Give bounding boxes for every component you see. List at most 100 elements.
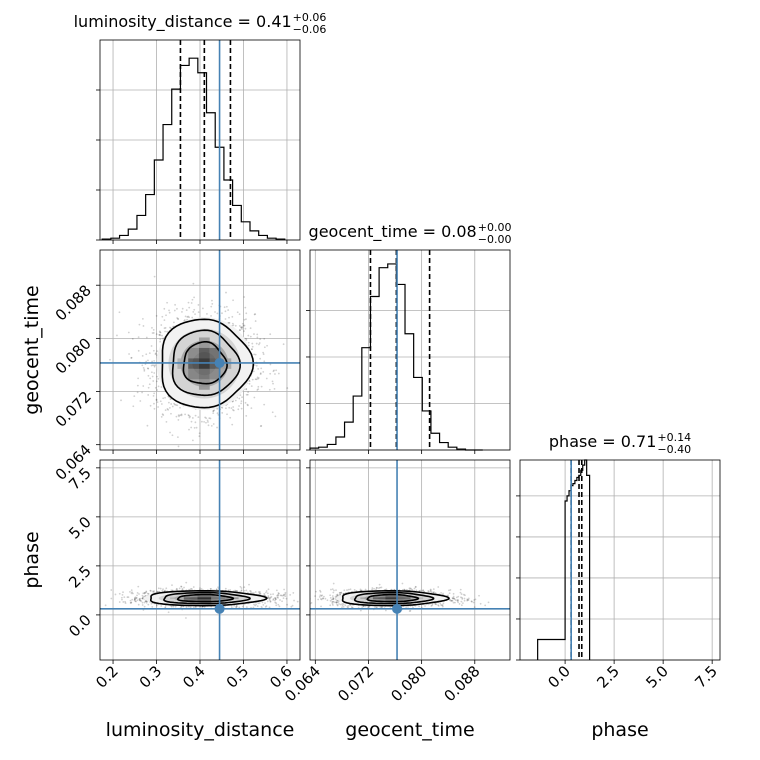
sample-point [273, 388, 276, 390]
sample-point [137, 349, 140, 352]
corner-panels: luminosity_distance = 0.41 +0.06−0.06geoc… [21, 11, 721, 741]
sample-point [277, 603, 280, 606]
sample-point [212, 410, 215, 413]
sample-point [210, 424, 213, 427]
sample-point [131, 591, 133, 594]
sample-point [264, 605, 267, 608]
sample-point [272, 382, 274, 385]
sample-point [118, 592, 121, 595]
sample-point [250, 407, 253, 410]
sample-point [274, 415, 277, 418]
sample-point [159, 340, 162, 343]
sample-point [259, 357, 262, 360]
sample-point [254, 353, 257, 356]
sample-point [253, 603, 255, 606]
sample-point [273, 597, 276, 599]
sample-point [259, 592, 262, 595]
panel-title-plus: +0.00 [478, 221, 512, 234]
sample-point [257, 368, 260, 370]
sample-point [452, 592, 455, 595]
sample-point [160, 324, 163, 326]
sample-point [270, 595, 273, 598]
sample-point [238, 329, 241, 331]
sample-point [238, 397, 241, 400]
panel-content [100, 460, 300, 660]
sample-point [170, 403, 173, 405]
sample-point [243, 589, 246, 592]
sample-point [191, 316, 194, 319]
sample-point [277, 372, 280, 375]
sample-point [237, 408, 240, 411]
sample-point [283, 588, 286, 591]
sample-point [216, 426, 218, 429]
sample-point [189, 606, 192, 609]
sample-point [169, 326, 171, 329]
sample-point [473, 606, 476, 609]
sample-point [194, 606, 197, 609]
sample-point [187, 315, 190, 318]
sample-point [159, 334, 162, 337]
sample-point [249, 335, 252, 338]
sample-point [244, 401, 247, 404]
sample-point [256, 389, 259, 391]
sample-point [437, 586, 440, 588]
sample-point [212, 412, 215, 415]
sample-point [190, 426, 193, 429]
sample-point [279, 594, 282, 597]
sample-point [158, 330, 161, 333]
sample-point [188, 414, 190, 417]
sample-point [169, 327, 172, 330]
sample-point [121, 594, 124, 596]
sample-point [470, 600, 473, 603]
sample-point [284, 591, 287, 594]
sample-point [245, 318, 247, 321]
sample-point [187, 414, 190, 416]
sample-point [131, 337, 134, 340]
sample-point [136, 599, 139, 602]
sample-point [160, 386, 163, 388]
panel-frame [519, 459, 721, 661]
sample-point [292, 589, 294, 591]
sample-point [143, 591, 146, 594]
sample-point [164, 327, 167, 329]
sample-point [257, 591, 260, 593]
sample-point [467, 597, 470, 600]
sample-point [234, 589, 236, 592]
sample-point [231, 315, 234, 318]
sample-point [263, 337, 266, 340]
sample-point [205, 421, 207, 424]
sample-point [164, 589, 167, 592]
sample-point [166, 408, 169, 410]
sample-point [134, 598, 137, 600]
sample-point [277, 592, 280, 594]
sample-point [239, 585, 242, 588]
sample-point [189, 461, 191, 463]
sample-point [260, 385, 263, 388]
sample-point [212, 423, 215, 425]
sample-point [156, 375, 159, 378]
sample-point [221, 412, 224, 414]
sample-point [110, 589, 113, 591]
sample-point [245, 415, 248, 417]
sample-point [139, 400, 142, 402]
sample-point [347, 604, 350, 607]
sample-point [153, 392, 156, 395]
density-block [198, 347, 210, 359]
sample-point [128, 353, 130, 355]
sample-point [265, 590, 268, 592]
sample-point [248, 380, 251, 383]
sample-point [319, 590, 322, 593]
sample-point [170, 605, 173, 608]
panel-title-main: phase = 0.71 [549, 432, 656, 451]
sample-point [245, 339, 248, 341]
sample-point [241, 605, 244, 608]
sample-point [282, 597, 285, 600]
sample-point [267, 596, 270, 599]
sample-point [162, 414, 165, 416]
sample-point [165, 420, 168, 423]
panel-title-minus: −0.00 [478, 233, 512, 246]
sample-point [130, 601, 132, 604]
sample-point [256, 605, 259, 608]
sample-point [141, 317, 144, 320]
sample-point [161, 334, 163, 337]
